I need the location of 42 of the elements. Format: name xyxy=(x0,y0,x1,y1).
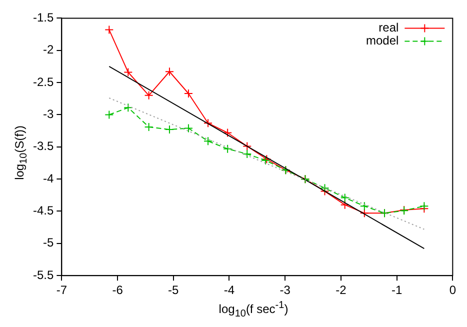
y-tick-label: -4.5 xyxy=(32,204,54,218)
x-tick-label: -2 xyxy=(336,283,347,298)
y-tick-label: -1.5 xyxy=(32,10,54,25)
x-tick-label: -6 xyxy=(112,283,124,298)
x-tick-label: -4 xyxy=(224,283,235,298)
y-tick-label: -5 xyxy=(43,236,54,250)
point xyxy=(420,202,429,211)
point xyxy=(184,88,193,98)
x-tick-label: -3 xyxy=(280,283,291,298)
point xyxy=(184,124,193,133)
legend-label: model xyxy=(366,34,399,48)
point xyxy=(104,110,114,120)
point xyxy=(204,118,213,128)
x-tick-label: 0 xyxy=(449,283,456,298)
x-tick-label: -1 xyxy=(391,283,402,298)
y-tick-label: -5.5 xyxy=(32,268,54,282)
y-tick-label: -3 xyxy=(43,107,54,122)
y-tick-label: -2 xyxy=(43,42,54,57)
x-axis-title: log$_{10}$(f sec$^{-1}$) xyxy=(218,300,290,319)
point xyxy=(204,136,213,146)
point xyxy=(104,25,114,34)
point xyxy=(340,200,350,210)
y-tick-label: -3.5 xyxy=(32,139,54,154)
y-tick-label: -4 xyxy=(43,171,54,186)
point xyxy=(320,184,330,193)
point xyxy=(360,202,369,211)
point xyxy=(144,122,154,132)
point xyxy=(340,193,350,202)
point xyxy=(242,149,252,158)
point xyxy=(144,90,154,100)
x-tick-label: -5 xyxy=(168,283,180,298)
point xyxy=(242,142,252,151)
x-tick-label: -7 xyxy=(56,283,68,298)
point xyxy=(164,67,174,76)
point xyxy=(223,128,232,138)
point xyxy=(164,125,174,134)
point xyxy=(223,144,232,154)
point xyxy=(124,103,133,112)
y-tick-label: -2.5 xyxy=(32,74,54,89)
legend-label: real xyxy=(378,20,399,35)
point xyxy=(360,208,369,218)
point xyxy=(124,68,133,77)
